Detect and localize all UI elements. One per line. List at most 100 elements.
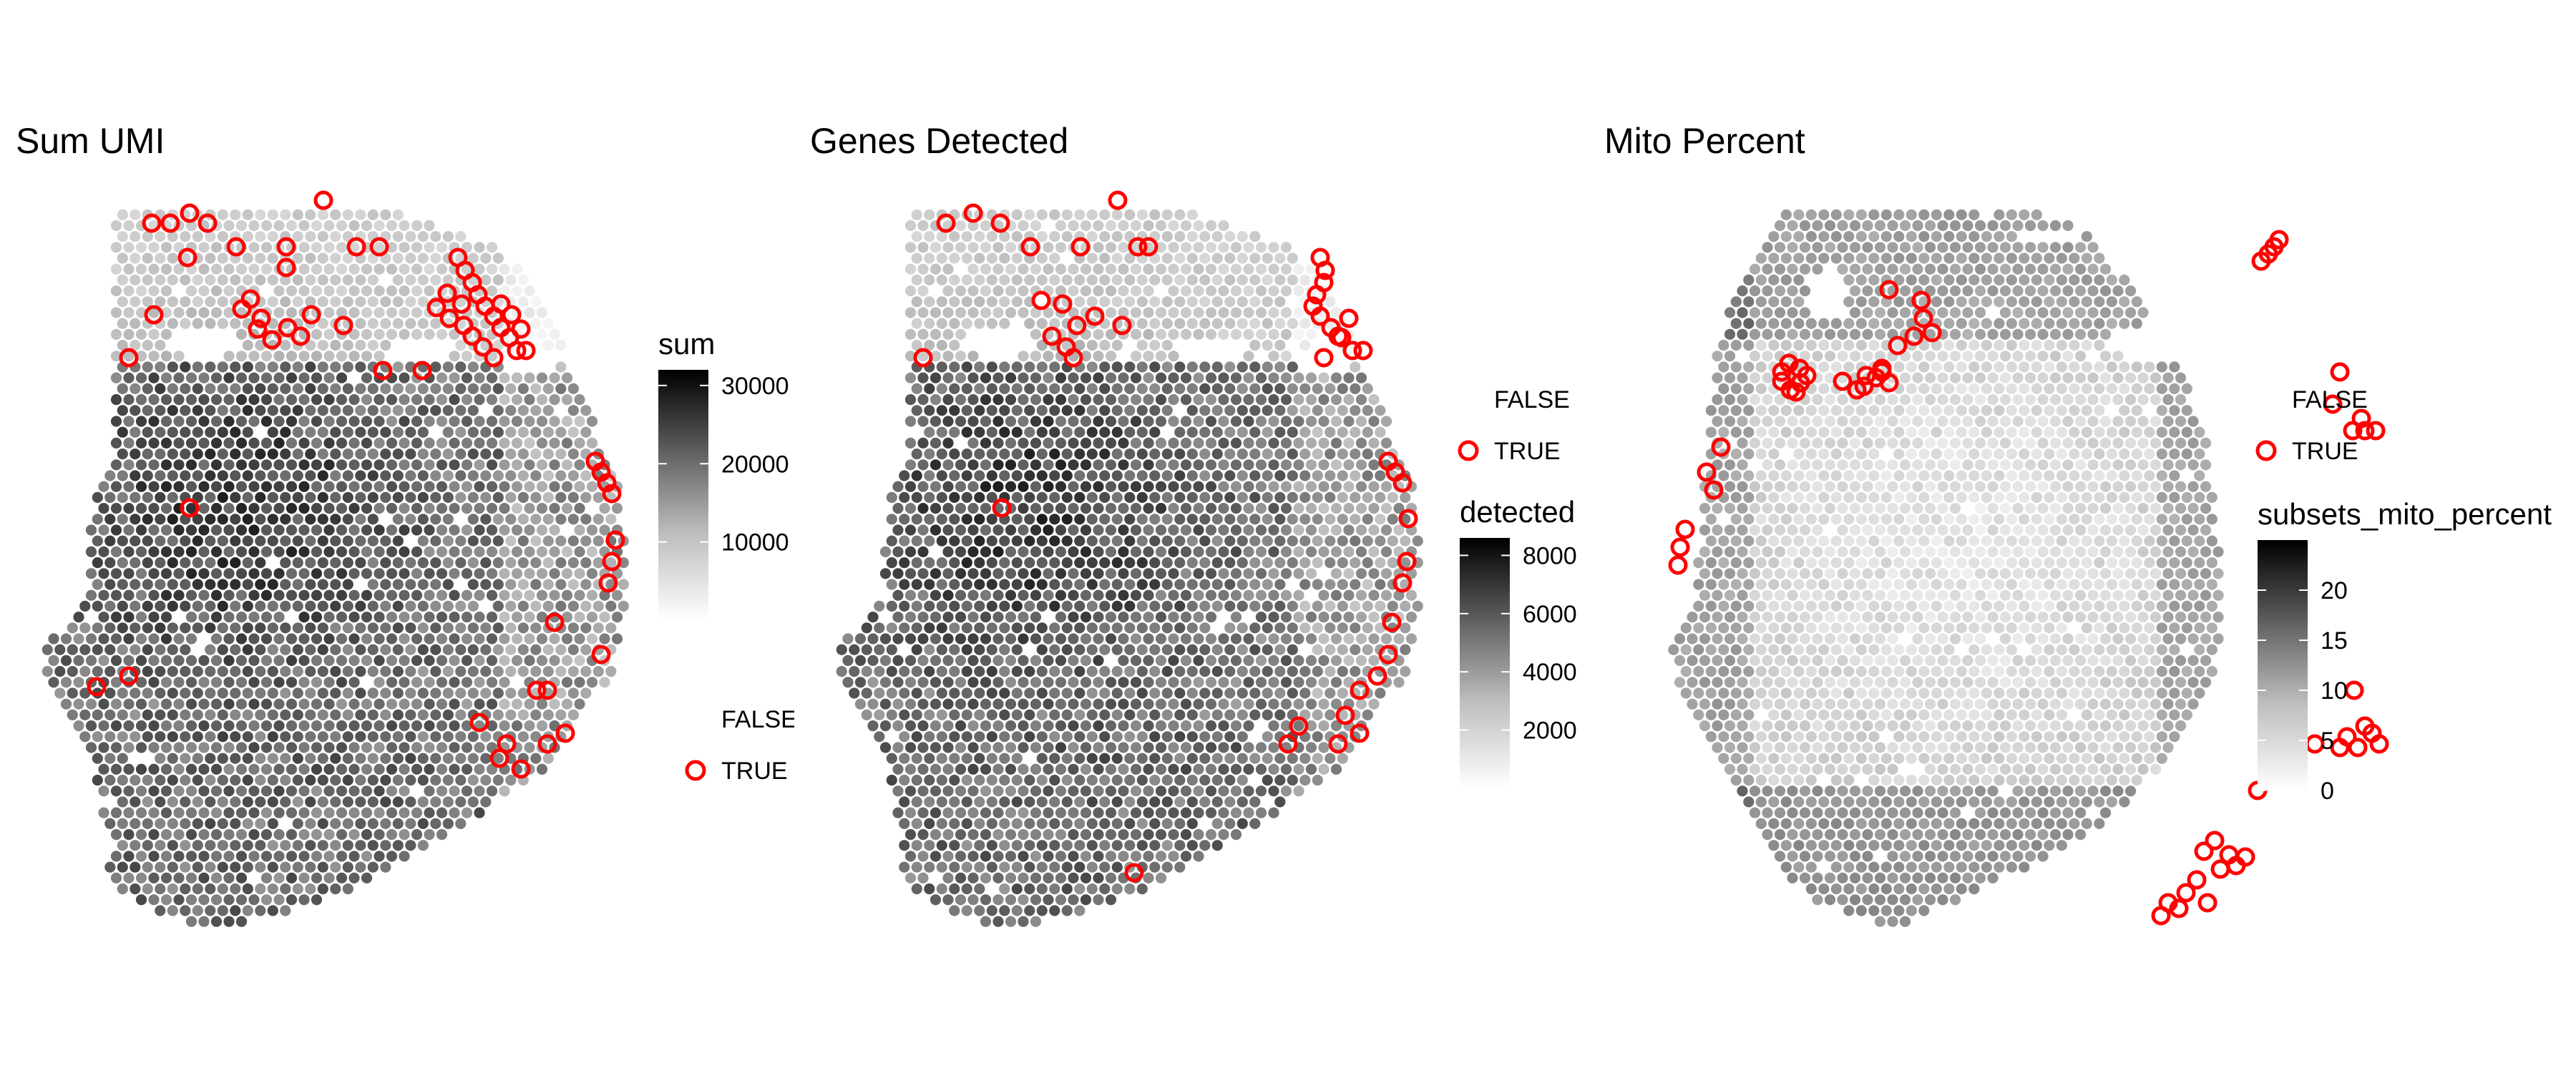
spot [317, 361, 328, 373]
spot [1293, 568, 1304, 579]
spot [1174, 861, 1186, 873]
spot [1055, 807, 1067, 818]
spot [1855, 209, 1867, 220]
spot [235, 416, 248, 427]
spot [1268, 481, 1279, 492]
spot [949, 622, 960, 634]
spot [592, 622, 604, 634]
spot [405, 709, 416, 721]
spot [411, 742, 423, 753]
spot [1093, 437, 1104, 449]
spot [411, 307, 423, 318]
spot [1230, 328, 1242, 340]
spot [342, 775, 353, 786]
spot [1880, 231, 1892, 242]
spot [417, 426, 429, 438]
spot [1055, 742, 1067, 753]
spot [180, 622, 191, 634]
spot [117, 861, 128, 873]
spot [392, 296, 404, 308]
spot [110, 872, 122, 883]
spot [442, 231, 454, 242]
spot [217, 687, 228, 699]
spot [380, 666, 391, 677]
spot [1149, 840, 1161, 851]
spot [1280, 546, 1292, 558]
spot [292, 296, 303, 308]
spot [155, 449, 166, 460]
spot [223, 568, 235, 579]
spot [355, 666, 366, 677]
spot [1899, 220, 1911, 231]
spot [380, 405, 391, 416]
spot [1218, 677, 1229, 688]
spot [1230, 524, 1242, 536]
spot [1355, 372, 1367, 383]
spot [79, 666, 91, 677]
spot [530, 514, 542, 525]
spot [248, 481, 260, 492]
spot [230, 818, 241, 829]
spot [273, 307, 285, 318]
spot [1174, 361, 1186, 373]
spot [1068, 785, 1079, 797]
spot [355, 709, 366, 721]
spot [217, 666, 228, 677]
spot [1243, 351, 1254, 362]
spot [292, 687, 303, 699]
spot [524, 633, 535, 645]
spot [1105, 742, 1117, 753]
spot [567, 405, 579, 416]
spot [436, 416, 448, 427]
spot [267, 796, 278, 808]
spot [1355, 568, 1367, 579]
spot [586, 437, 598, 449]
spot [930, 698, 942, 710]
spot [230, 905, 241, 916]
spot [1030, 437, 1042, 449]
spot [424, 568, 435, 579]
spot [311, 481, 323, 492]
spot [530, 383, 542, 395]
colorbar-tick-label: 4000 [1523, 659, 1577, 686]
spot [1230, 437, 1242, 449]
spot [1799, 285, 1811, 297]
spot [461, 698, 473, 710]
spot [586, 633, 598, 645]
spot [267, 687, 278, 699]
spot [1111, 449, 1123, 460]
spot [1262, 775, 1273, 786]
spot [980, 372, 992, 383]
spot [1055, 589, 1067, 601]
spot [317, 731, 328, 743]
spot [374, 459, 385, 471]
spot [961, 753, 972, 764]
spot [1061, 535, 1073, 547]
spot [1149, 361, 1161, 373]
spot [1055, 524, 1067, 536]
spot [530, 318, 542, 329]
spot [1268, 242, 1279, 253]
spot [1186, 426, 1198, 438]
outlier-ring [1031, 290, 1051, 310]
spot [1068, 655, 1079, 667]
spot [1186, 709, 1198, 721]
spot [230, 687, 241, 699]
spot [542, 666, 554, 677]
spot [336, 351, 348, 362]
spot [85, 720, 97, 732]
spot [517, 731, 529, 743]
spot [1180, 829, 1192, 841]
spot [1099, 687, 1111, 699]
spot [405, 514, 416, 525]
spot [367, 557, 379, 569]
spot [405, 318, 416, 329]
spot [255, 753, 266, 764]
spot [1018, 416, 1029, 427]
spot [1086, 557, 1098, 569]
spot [980, 220, 992, 231]
spot [1330, 437, 1342, 449]
spot [430, 491, 441, 504]
spot [461, 546, 473, 558]
spot [98, 655, 109, 667]
